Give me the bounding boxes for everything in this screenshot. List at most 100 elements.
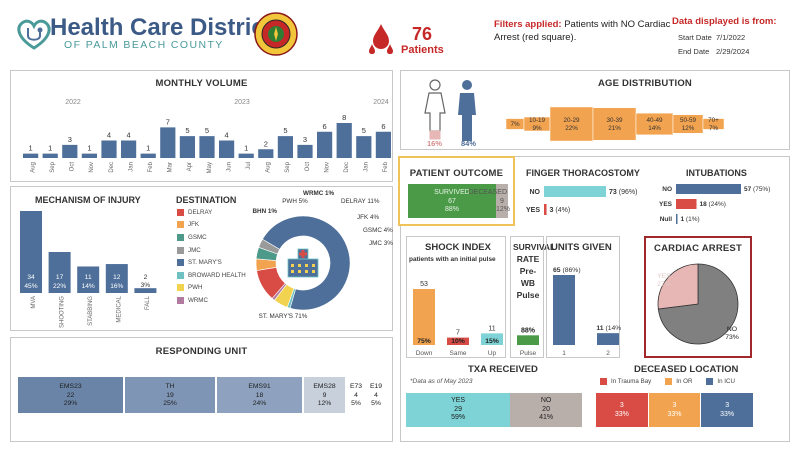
month-label: Nov	[324, 162, 330, 173]
responding-unit-bar: E19 4 5%	[366, 376, 386, 414]
shock-index-value: 7	[456, 330, 460, 337]
legend-label: GSMC	[188, 233, 207, 241]
month-label: Feb	[148, 161, 154, 172]
destination-legend-item: BROWARD HEALTH	[177, 269, 257, 282]
destination-slice-label: BHN 1%	[253, 208, 278, 215]
txa-bar: NO 20 41%	[510, 393, 582, 427]
txa-bar: YES 29 59%	[406, 393, 511, 427]
legend-label: JFK	[188, 221, 200, 229]
mechanism-chart: 34 45% MVA 17 22% SHOOTING 11 14% STABBING 12 16% M…	[20, 211, 157, 328]
destination-slice-label: GSMC 4%	[363, 227, 393, 234]
monthly-volume-bar	[81, 153, 97, 158]
cardiac-arrest-label: NO 73%	[725, 326, 739, 341]
destination-legend-item: ST. MARY'S	[177, 256, 257, 269]
mechanism-label: SHOOTING	[59, 296, 65, 328]
age-bar-label: 7%	[510, 121, 520, 128]
month-label: Jun	[226, 162, 232, 172]
monthly-volume-bar	[258, 149, 274, 158]
female-male-icons	[424, 79, 476, 141]
legend-label: ST. MARY'S	[188, 259, 222, 267]
responding-unit-percent: 5%	[371, 400, 381, 407]
survival-rate-label: Pulse	[520, 350, 537, 357]
legend-swatch	[177, 233, 184, 241]
responding-unit-count: 4	[374, 391, 378, 399]
monthly-volume-value: 2	[264, 139, 268, 148]
monthly-volume-value: 5	[205, 126, 209, 135]
finger-thoracostomy-title: FINGER THORACOSTOMY	[526, 168, 640, 178]
destination-legend-item: DELRAY	[177, 206, 257, 219]
responding-unit-count: 22	[66, 391, 75, 399]
org-subtitle: OF PALM BEACH COUNTY	[64, 39, 224, 51]
shock-index-percent: 10%	[451, 338, 465, 345]
shock-index-bar	[481, 333, 503, 345]
legend-label: WRMC	[188, 296, 208, 304]
monthly-volume-value: 5	[283, 126, 287, 135]
survival-rate-percent: 88%	[521, 327, 536, 334]
org-title: Health Care District	[50, 14, 273, 41]
responding-unit-percent: 24%	[252, 400, 267, 407]
intubation-bar	[676, 184, 741, 194]
txa-received-title: TXA RECEIVED	[468, 364, 538, 375]
monthly-volume-value: 1	[87, 144, 91, 153]
mechanism-bar	[77, 266, 100, 293]
mechanism-value: 2	[144, 274, 148, 281]
patients-count: 76	[412, 24, 433, 44]
units-given-chart: 65 (86%) 1 11 (14%) 2	[553, 267, 621, 357]
deceased-location-chart: 3 33% 3 33% 3 33%	[596, 393, 754, 427]
txa-percent: 41%	[539, 414, 554, 421]
age-bar-label: 10-19 9%	[529, 117, 546, 132]
txa-percent: 59%	[451, 414, 466, 421]
survived-pct: 88%	[444, 206, 459, 213]
deceased-location-percent: 33%	[667, 411, 682, 418]
units-given-title: UNITS GIVEN	[551, 242, 612, 253]
intubation-value: 18 (24%)	[700, 201, 726, 208]
month-label: Dec	[344, 162, 350, 173]
txa-category: NO	[540, 397, 552, 404]
age-bar-label: 30-39 21%	[606, 117, 623, 132]
mechanism-value: 17	[56, 274, 64, 281]
legend-label: In OR	[676, 377, 693, 385]
monthly-volume-value: 4	[127, 131, 131, 140]
org-logo: Health Care District OF PALM BEACH COUNT…	[14, 14, 273, 54]
date-range-title: Data displayed is from:	[672, 16, 777, 27]
deceased-count: 9	[500, 197, 504, 205]
legend-label: PWH	[188, 284, 203, 292]
monthly-volume-value: 4	[225, 131, 229, 140]
destination-legend-item: PWH	[177, 282, 257, 295]
mechanism-label: FALL	[145, 295, 151, 310]
deceased-location-count: 3	[619, 402, 624, 409]
male-figure-icon	[458, 80, 476, 141]
responding-unit-percent: 25%	[163, 400, 177, 407]
shock-index-chart: 53 75% Down 710% Same 11 15% Up	[413, 281, 503, 357]
units-given-value: 11 (14%)	[596, 325, 621, 332]
intubation-label: Null	[660, 216, 672, 223]
thoracostomy-label: NO	[530, 189, 541, 196]
deceased-location-bar: 3 33%	[701, 393, 753, 427]
month-label: Oct	[70, 162, 76, 172]
monthly-volume-bar	[297, 144, 313, 158]
shock-index-percent: 75%	[417, 338, 431, 345]
deceased-location-legend: In Trauma Bay In OR In ICU	[600, 375, 790, 388]
monthly-volume-chart: 2022 2023 2024 1 Aug 1 Sep 3 Oct 1 Nov 4 Dec 4 Jan 1 Feb…	[23, 99, 391, 173]
units-given-label: 2	[606, 350, 610, 357]
mechanism-title: MECHANISM OF INJURY	[35, 195, 141, 205]
month-label: Aug	[266, 162, 272, 173]
deceased-location-count: 3	[672, 402, 677, 409]
legend-swatch	[706, 377, 714, 385]
intubation-value: 57 (75%)	[744, 186, 770, 193]
monthly-volume-bar	[160, 127, 176, 158]
responding-unit-bar: EMS28 9 12%	[303, 376, 346, 414]
destination-slice	[262, 215, 351, 311]
destination-legend-item: GSMC	[177, 231, 257, 244]
monthly-volume-bar	[101, 140, 117, 158]
txa-received-chart: YES 29 59% NO 20 41%	[406, 393, 582, 427]
end-date-value: 2/29/2024	[716, 46, 750, 56]
outcome-survived-bar: SURVIVED 67 88%	[408, 184, 496, 218]
responding-unit-percent: 5%	[351, 400, 361, 407]
units-given-bar	[597, 333, 619, 345]
shock-index-value: 11	[488, 325, 495, 332]
destination-legend: DELRAY JFK GSMC JMC ST. MARY'S BROWARD HEALTH…	[177, 206, 257, 307]
monthly-volume-bar	[62, 144, 78, 158]
responding-unit-bar: E73 4 5%	[346, 376, 366, 414]
monthly-volume-value: 1	[48, 144, 52, 153]
